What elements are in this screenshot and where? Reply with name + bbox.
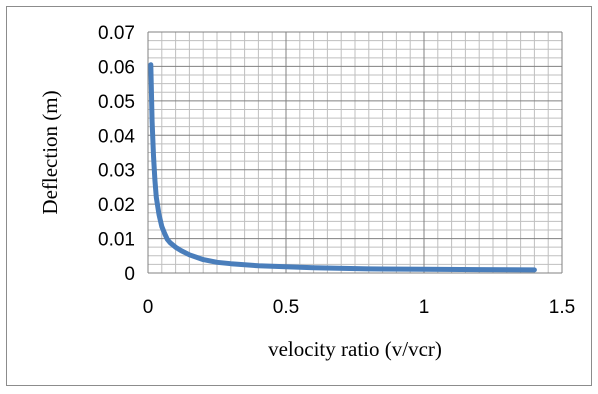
y-tick-label: 0.03 (98, 161, 135, 182)
y-tick-label: 0.04 (98, 126, 135, 147)
chart-frame: 0 0.01 0.02 0.03 0.04 0.05 0.06 0.07 0 0.5 1 1.5 D… (6, 6, 592, 386)
y-tick-label: 0.07 (98, 23, 135, 44)
y-tick-label: 0 (124, 264, 135, 285)
y-tick-label: 0.02 (98, 195, 135, 216)
y-tick-labels: 0 0.01 0.02 0.03 0.04 0.05 0.06 0.07 (98, 23, 135, 285)
x-axis-label: velocity ratio (v/vcr) (268, 337, 442, 361)
x-tick-label: 1 (419, 297, 430, 318)
x-tick-label: 0 (143, 297, 154, 318)
series-line (148, 62, 537, 273)
line-chart: 0 0.01 0.02 0.03 0.04 0.05 0.06 0.07 0 0.5 1 1.5 D… (38, 23, 576, 361)
grid (147, 31, 563, 274)
x-tick-labels: 0 0.5 1 1.5 (143, 297, 576, 318)
y-tick-label: 0.06 (98, 57, 135, 78)
y-tick-label: 0.05 (98, 92, 135, 113)
x-tick-label: 0.5 (273, 297, 299, 318)
x-tick-label: 1.5 (549, 297, 575, 318)
y-tick-label: 0.01 (98, 230, 135, 251)
y-axis-label: Deflection (m) (38, 90, 62, 214)
